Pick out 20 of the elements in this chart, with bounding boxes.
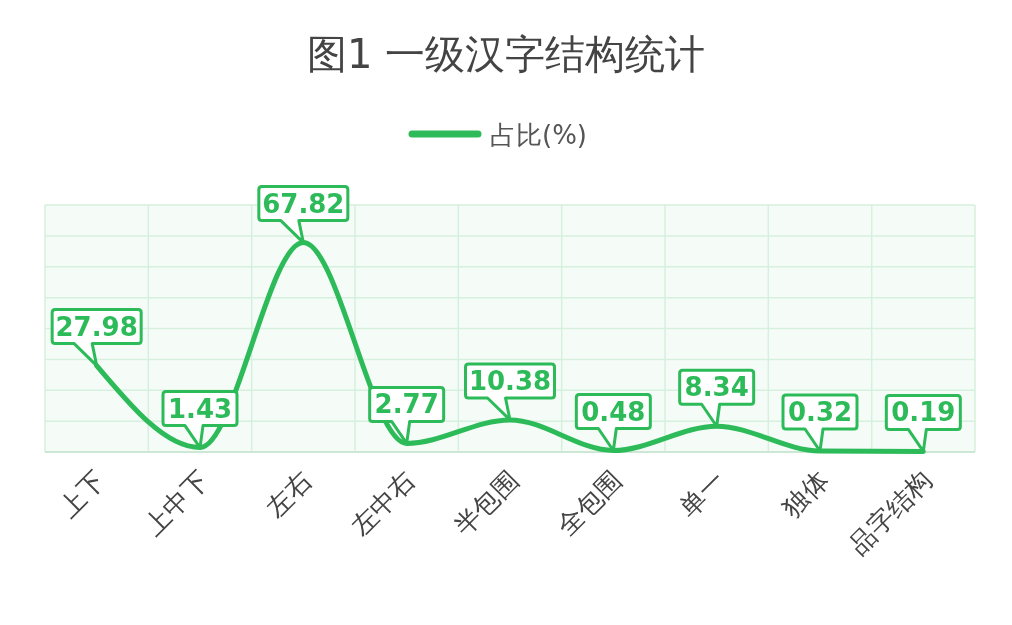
data-label: 27.98: [55, 311, 138, 342]
x-tick-label: 上中下: [137, 465, 215, 542]
x-tick-label: 全包围: [551, 465, 628, 542]
data-label: 0.19: [891, 397, 956, 428]
x-tick-label: 单一: [672, 465, 731, 524]
legend-label: 占比(%): [490, 120, 587, 150]
data-label: 67.82: [262, 188, 345, 219]
data-label: 0.32: [787, 397, 853, 428]
data-label: 10.38: [468, 365, 552, 396]
x-tick-label: 上下: [52, 465, 111, 524]
x-tick-label: 独体: [776, 465, 835, 524]
x-tick-label: 左右: [259, 465, 318, 524]
chart-title: 图1 一级汉字结构统计: [306, 31, 706, 77]
data-label: 8.34: [684, 372, 749, 403]
data-label: 1.43: [167, 393, 233, 424]
x-tick-label: 左中右: [344, 465, 421, 542]
data-label: 2.77: [374, 389, 439, 420]
x-tick-label: 品字结构: [842, 465, 938, 560]
x-tick-label: 半包围: [447, 465, 525, 542]
data-label: 0.48: [581, 396, 646, 427]
